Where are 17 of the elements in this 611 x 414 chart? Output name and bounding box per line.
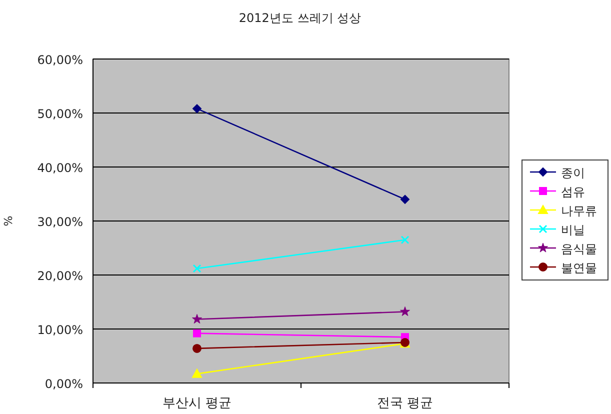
y-tick-label: 0,00% bbox=[44, 377, 83, 391]
y-tick-label: 20,00% bbox=[37, 269, 83, 283]
y-tick-label: 50,00% bbox=[37, 107, 83, 121]
x-category-label: 전국 평균 bbox=[376, 396, 434, 411]
y-axis-title: % bbox=[2, 216, 15, 226]
legend-label: 불연물 bbox=[561, 261, 597, 275]
legend-label: 종이 bbox=[561, 166, 585, 180]
legend-label: 나무류 bbox=[561, 204, 597, 218]
y-tick-label: 60,00% bbox=[37, 53, 83, 67]
y-tick-label: 30,00% bbox=[37, 215, 83, 229]
title: 2012년도 쓰레기 성상 bbox=[238, 11, 362, 25]
legend-label: 섬유 bbox=[561, 185, 585, 199]
legend-label: 비닐 bbox=[561, 223, 585, 237]
y-tick-label: 40,00% bbox=[37, 161, 83, 175]
y-tick-label: 10,00% bbox=[37, 323, 83, 337]
x-category-label: 부산시 평균 bbox=[162, 396, 232, 411]
legend-label: 음식물 bbox=[561, 242, 597, 256]
